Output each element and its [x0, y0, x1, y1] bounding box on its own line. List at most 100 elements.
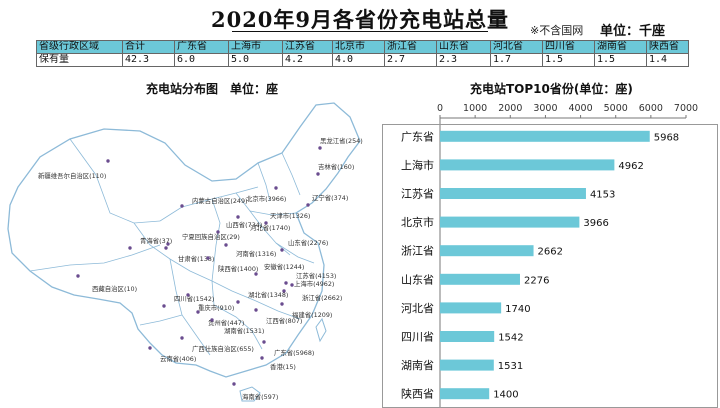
province-point: [236, 300, 240, 304]
summary-value-cell: 42.3: [122, 53, 175, 67]
province-label: 河北省(1740): [250, 223, 290, 232]
data-label: 4962: [618, 161, 643, 172]
province-label: 内蒙古自治区(249): [192, 196, 248, 205]
x-tick-label: 5000: [604, 103, 628, 114]
x-tick-label: 6000: [639, 103, 663, 114]
summary-value-cell: 2.3: [436, 53, 491, 67]
province-label: 湖北省(1348): [248, 290, 288, 299]
province-label: 山西省(734): [226, 220, 262, 229]
province-border: [211, 280, 301, 320]
province-point: [180, 204, 184, 208]
summary-header-row: 省级行政区域 合计 广东省 上海市 江苏省 北京市 浙江省 山东省 河北省 四川省 湖南省 陕西省: [36, 40, 689, 54]
province-label: 河南省(1316): [236, 249, 276, 258]
province-label: 安徽省(1244): [264, 262, 304, 271]
map-outline: [7, 102, 361, 378]
province-point: [264, 221, 268, 225]
data-label: 3966: [583, 218, 608, 229]
x-tick-label: 2000: [498, 103, 522, 114]
summary-header-cell: 四川省: [542, 40, 595, 54]
province-point: [186, 293, 190, 297]
province-point: [280, 302, 284, 306]
province-label: 北京市(3966): [246, 194, 286, 203]
province-point: [128, 246, 132, 250]
province-label: 青海省(37): [140, 236, 172, 245]
province-border: [211, 198, 221, 306]
bar: [440, 302, 502, 314]
province-border: [249, 210, 297, 216]
summary-value-row: 保有量 42.3 6.0 5.0 4.2 4.0 2.7 2.3 1.7 1.5 1.5 1.4: [36, 53, 689, 67]
province-point: [254, 272, 258, 276]
data-label: 1400: [493, 390, 518, 401]
province-label: 广西壮族自治区(655): [192, 344, 254, 353]
province-label: 天津市(1326): [270, 211, 310, 220]
province-label: 江苏省(4153): [296, 271, 336, 280]
title-underline: [232, 31, 488, 32]
data-label: 5968: [654, 132, 679, 143]
province-point: [106, 159, 110, 163]
summary-header-cell: 河北省: [490, 40, 543, 54]
summary-value-cell: 1.7: [490, 53, 543, 67]
x-tick-label: 1000: [463, 103, 487, 114]
bar: [440, 245, 534, 257]
summary-header-cell: 广东省: [174, 40, 229, 54]
x-tick-label: 0: [437, 103, 443, 114]
summary-header-cell: 合计: [122, 40, 175, 54]
summary-value-label: 保有量: [36, 53, 123, 67]
province-point: [280, 248, 284, 252]
province-label: 浙江省(2662): [302, 293, 342, 302]
province-point: [316, 172, 320, 176]
province-point: [290, 283, 294, 287]
category-label: 河北省: [401, 302, 434, 315]
province-label: 陕西省(1400): [218, 264, 258, 273]
province-border: [69, 138, 161, 224]
bar: [440, 273, 520, 285]
chart-title: 充电站TOP10省份(单位：座): [470, 82, 633, 96]
province-border: [235, 192, 291, 256]
summary-value-cell: 2.7: [384, 53, 437, 67]
data-label: 1542: [498, 333, 523, 344]
category-label: 四川省: [401, 331, 434, 344]
map-title: 充电站分布图 单位：座: [146, 82, 279, 96]
province-label: 广东省(5968): [274, 348, 314, 357]
summary-table: 省级行政区域 合计 广东省 上海市 江苏省 北京市 浙江省 山东省 河北省 四川省 湖南省 陕西省 保…: [36, 40, 689, 67]
province-point: [274, 186, 278, 190]
province-label: 宁夏回族自治区(29): [182, 232, 240, 241]
category-label: 广东省: [401, 130, 434, 143]
data-label: 2662: [538, 247, 563, 258]
category-label: 湖南省: [401, 359, 434, 372]
summary-value-cell: 4.0: [332, 53, 385, 67]
bar-chart: 0 1000 2000 3000 4000 5000 6000 7000 广东省 5968 上海市 4…: [401, 103, 698, 408]
note-text: ※不含国网: [530, 24, 584, 37]
province-label: 西藏自治区(10): [92, 284, 137, 293]
province-point: [180, 336, 184, 340]
province-point: [196, 310, 200, 314]
category-label: 江苏省: [401, 188, 434, 201]
bar: [440, 331, 495, 342]
province-border: [133, 222, 213, 282]
province-point: [284, 281, 288, 285]
province-point: [206, 256, 210, 260]
province-point: [210, 318, 214, 322]
province-point: [254, 308, 258, 312]
summary-value-cell: 1.5: [542, 53, 595, 67]
province-label: 山东省(2276): [288, 238, 328, 247]
summary-header-label: 省级行政区域: [36, 40, 123, 54]
data-label: 2276: [524, 275, 549, 286]
category-label: 陕西省: [401, 387, 434, 401]
province-border: [213, 304, 263, 350]
province-border: [275, 242, 315, 264]
bar: [440, 130, 650, 142]
province-label: 海南省(597): [242, 392, 278, 401]
data-label: 1531: [498, 361, 523, 372]
x-tick-label: 3000: [533, 103, 557, 114]
province-label: 重庆市(910): [198, 303, 234, 312]
province-point: [224, 243, 228, 247]
category-label: 北京市: [401, 215, 434, 229]
hainan-island-outline: [239, 386, 261, 402]
summary-header-cell: 湖南省: [594, 40, 647, 54]
x-tick-label: 4000: [568, 103, 592, 114]
province-label: 福建省(1209): [292, 310, 332, 319]
china-map: 黑龙江省(254) 吉林省(160) 辽宁省(374) 新疆维吾尔自治区(110) 内蒙…: [7, 102, 363, 402]
province-label: 香港(15): [270, 362, 296, 371]
summary-header-cell: 上海市: [228, 40, 283, 54]
